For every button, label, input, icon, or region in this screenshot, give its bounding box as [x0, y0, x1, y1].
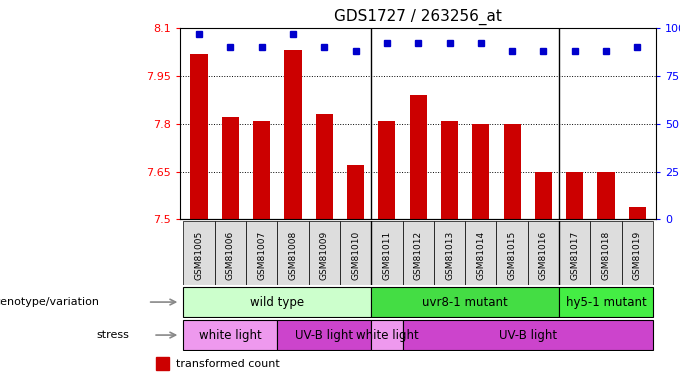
Text: stress: stress — [97, 330, 130, 340]
Bar — [184, 320, 277, 350]
Text: wild type: wild type — [250, 296, 305, 309]
Bar — [190, 54, 207, 219]
Bar — [340, 221, 371, 285]
Text: GSM81019: GSM81019 — [633, 231, 642, 280]
Text: GSM81012: GSM81012 — [413, 231, 423, 280]
Bar — [566, 171, 583, 219]
Bar — [403, 221, 434, 285]
Bar — [622, 221, 653, 285]
Text: UV-B light: UV-B light — [498, 328, 557, 342]
Text: GSM81006: GSM81006 — [226, 231, 235, 280]
Bar — [378, 121, 396, 219]
Text: transformed count: transformed count — [176, 358, 280, 369]
Bar — [434, 221, 465, 285]
Text: GSM81009: GSM81009 — [320, 231, 328, 280]
Bar — [156, 357, 169, 370]
Title: GDS1727 / 263256_at: GDS1727 / 263256_at — [335, 9, 502, 26]
Text: GSM81008: GSM81008 — [288, 231, 297, 280]
Bar — [472, 124, 490, 219]
Text: white light: white light — [356, 328, 418, 342]
Bar — [590, 221, 622, 285]
Bar — [184, 221, 215, 285]
Bar — [598, 171, 615, 219]
Bar — [316, 114, 333, 219]
Bar — [184, 287, 371, 317]
Text: GSM81015: GSM81015 — [508, 231, 517, 280]
Bar — [535, 171, 552, 219]
Text: GSM81007: GSM81007 — [257, 231, 266, 280]
Bar — [371, 320, 403, 350]
Bar — [409, 95, 427, 219]
Bar — [215, 221, 246, 285]
Text: GSM81017: GSM81017 — [571, 231, 579, 280]
Bar — [629, 207, 646, 219]
Bar — [222, 117, 239, 219]
Bar — [309, 221, 340, 285]
Bar — [503, 124, 521, 219]
Bar — [441, 121, 458, 219]
Text: white light: white light — [199, 328, 262, 342]
Text: genotype/variation: genotype/variation — [0, 297, 99, 307]
Text: UV-B light: UV-B light — [295, 328, 354, 342]
Text: GSM81018: GSM81018 — [602, 231, 611, 280]
Bar — [403, 320, 653, 350]
Text: GSM81005: GSM81005 — [194, 231, 203, 280]
Text: GSM81014: GSM81014 — [476, 231, 486, 280]
Bar — [371, 221, 403, 285]
Bar — [559, 221, 590, 285]
Bar — [496, 221, 528, 285]
Bar — [253, 121, 270, 219]
Bar — [465, 221, 496, 285]
Bar — [246, 221, 277, 285]
Bar — [528, 221, 559, 285]
Text: hy5-1 mutant: hy5-1 mutant — [566, 296, 647, 309]
Bar — [371, 287, 559, 317]
Bar — [277, 320, 371, 350]
Text: GSM81013: GSM81013 — [445, 231, 454, 280]
Text: GSM81010: GSM81010 — [351, 231, 360, 280]
Text: GSM81016: GSM81016 — [539, 231, 548, 280]
Bar — [347, 165, 364, 219]
Text: uvr8-1 mutant: uvr8-1 mutant — [422, 296, 508, 309]
Bar — [284, 51, 301, 219]
Bar — [559, 287, 653, 317]
Text: GSM81011: GSM81011 — [382, 231, 392, 280]
Bar — [277, 221, 309, 285]
